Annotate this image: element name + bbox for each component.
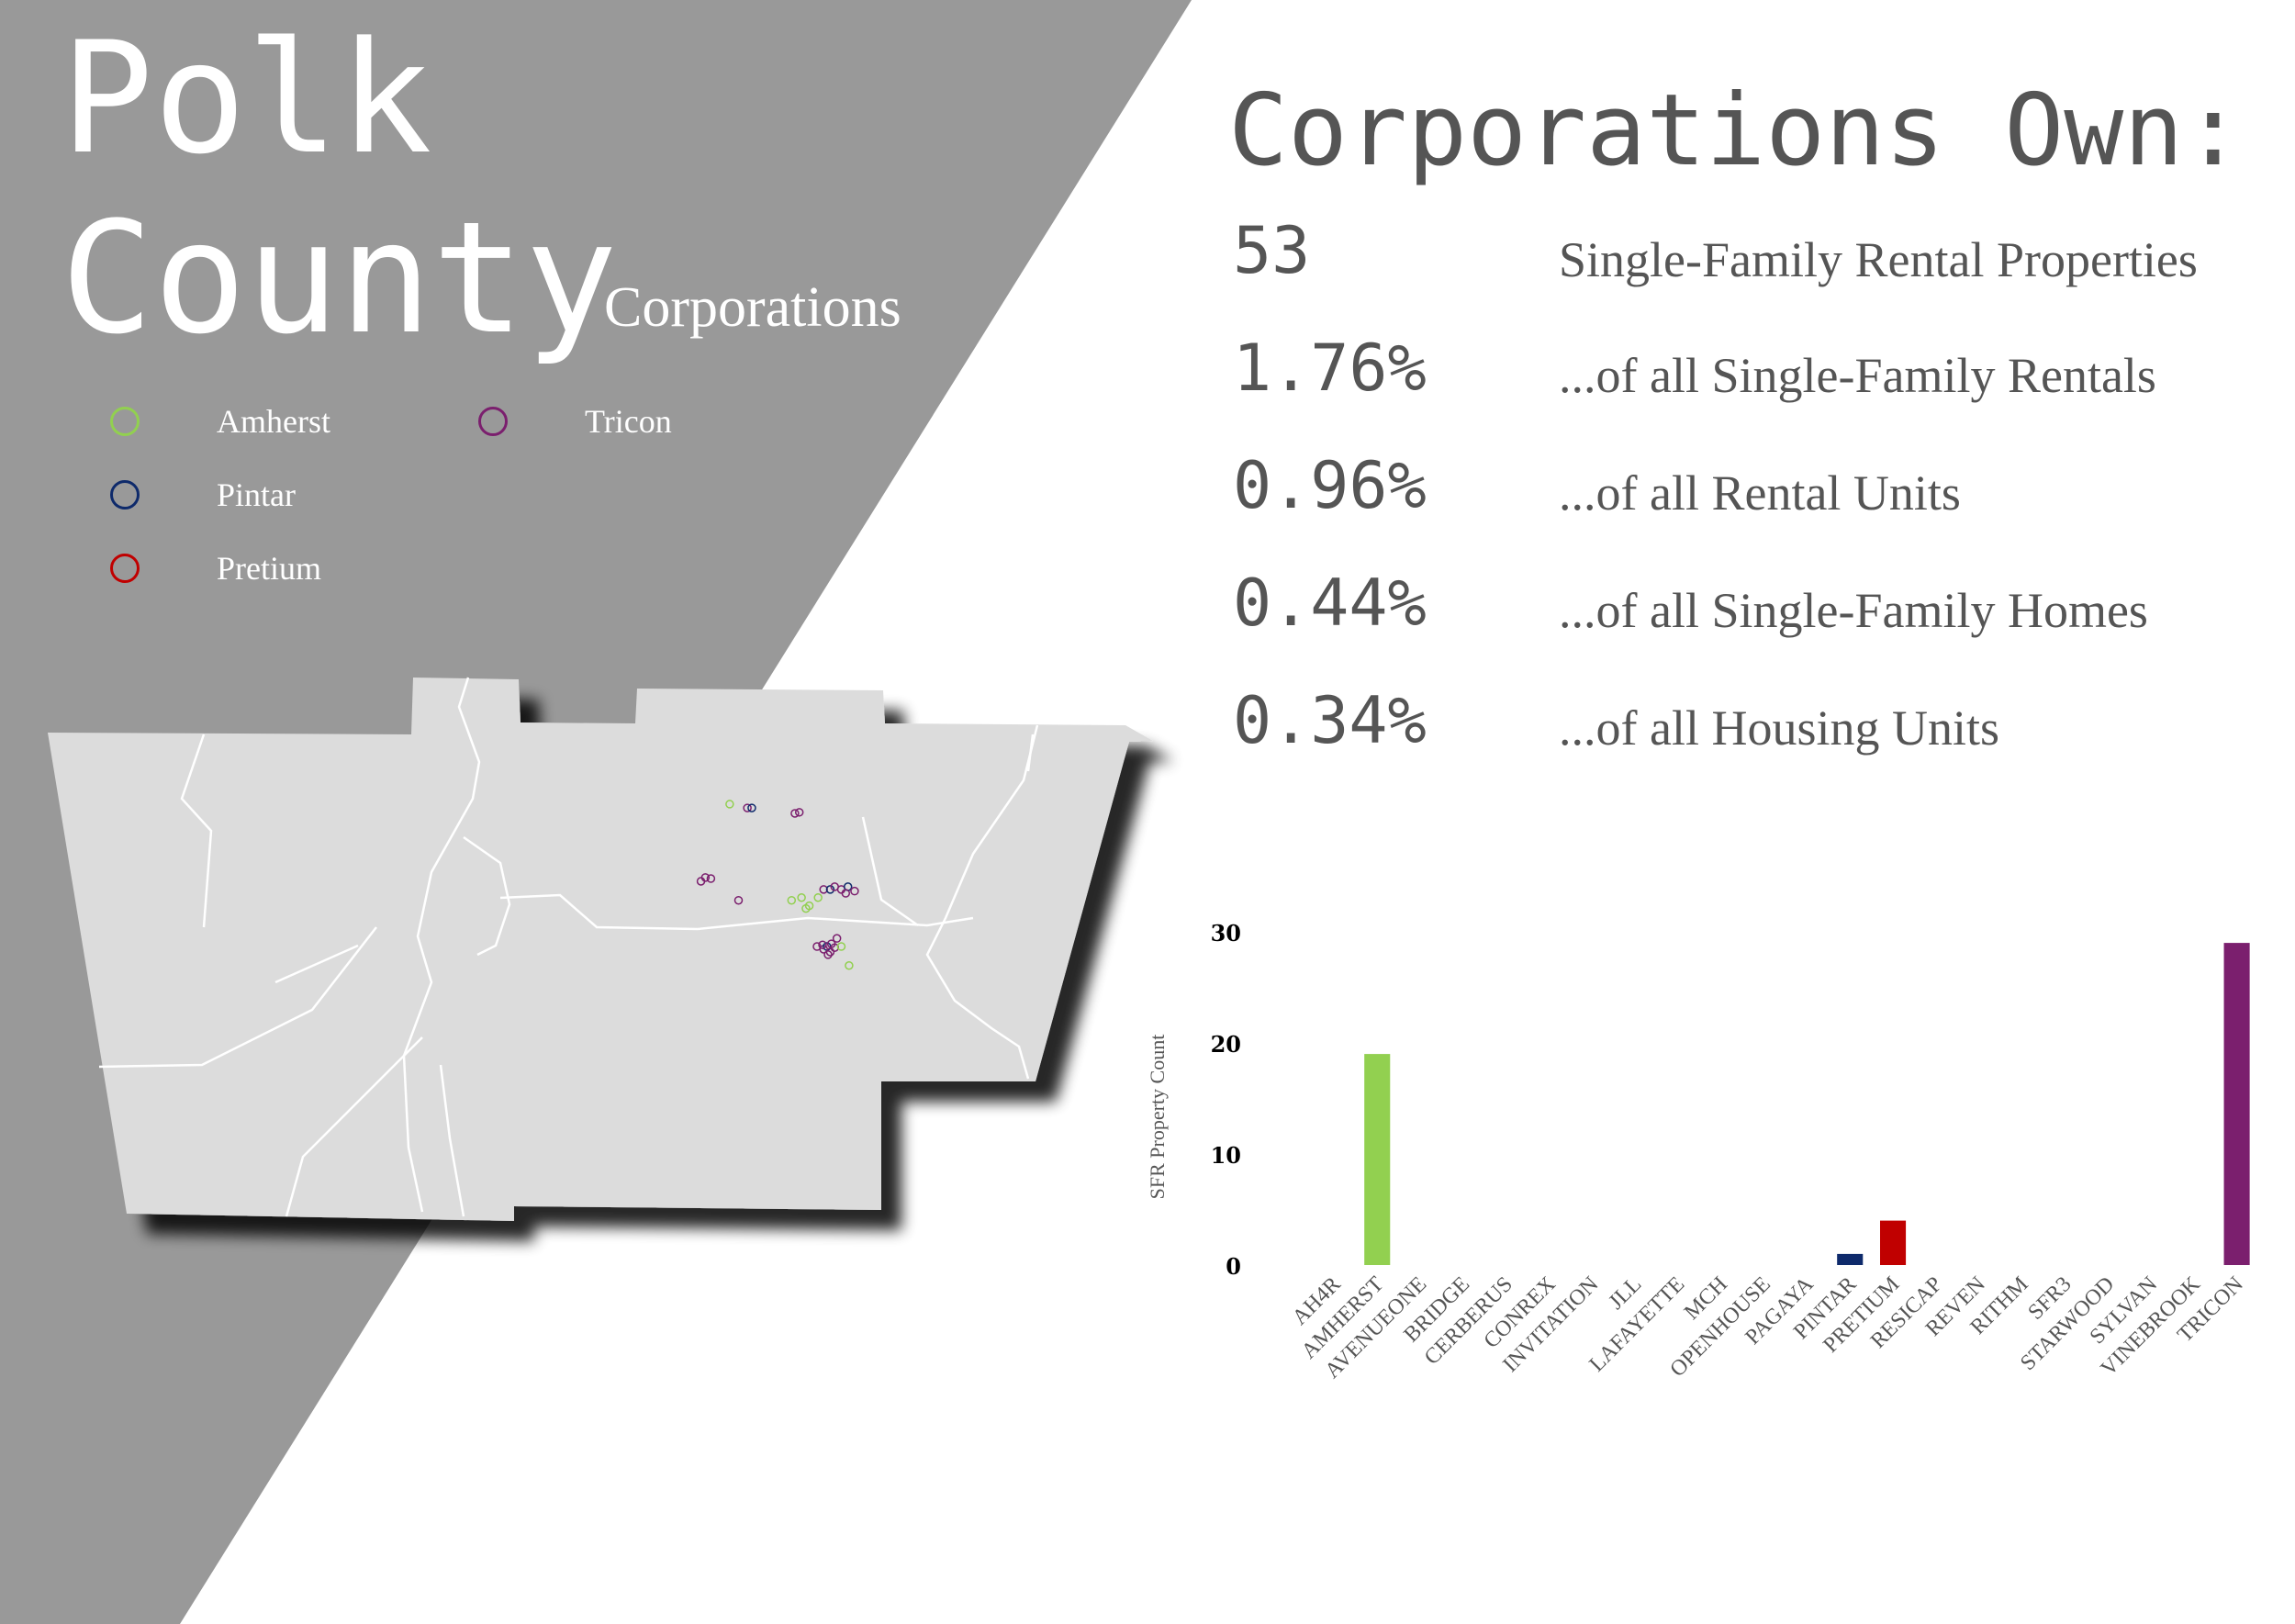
county-shape [48, 678, 1153, 1221]
page-title-line-1: Polk [61, 8, 432, 188]
map-point-tricon [706, 874, 716, 883]
map-point-amherst [797, 893, 806, 902]
stats-title: Corporations Own: [1228, 73, 2244, 188]
map-point-tricon [794, 808, 804, 817]
map-point-tricon [823, 950, 833, 959]
legend-item-pretium: Pretium [110, 549, 321, 588]
legend-item-tricon: Tricon [478, 402, 672, 441]
y-axis-label: SFR Property Count [1146, 1035, 1169, 1200]
y-axis-ticks: 0 10 20 30 [1211, 920, 1241, 1280]
legend-swatch-pretium [110, 554, 140, 583]
map-point-amherst [787, 895, 797, 905]
y-tick-label: 0 [1226, 1253, 1241, 1280]
map-point-amherst [813, 893, 823, 902]
map-point-tricon [832, 934, 842, 943]
y-tick-label: 30 [1211, 920, 1241, 946]
stat-label: ...of all Single-Family Homes [1559, 583, 2148, 638]
bar-pintar [1837, 1253, 1864, 1265]
stat-label: ...of all Housing Units [1559, 700, 1999, 756]
map-point-tricon [743, 803, 752, 812]
map-point-pintar [825, 885, 835, 894]
bar-tricon [2223, 943, 2250, 1265]
bar-amherst [1364, 1054, 1391, 1265]
map-point-tricon [841, 889, 851, 898]
property-points [696, 800, 859, 970]
legend-label: Pretium [217, 550, 321, 587]
map-point-pintar [747, 803, 756, 812]
stat-value: 1.76% [1233, 330, 1427, 406]
map-point-tricon [819, 885, 828, 894]
x-axis-ticks: AH4RAMHERSTAVENUEONEBRIDGECERBERUSCONREX… [1288, 1271, 2248, 1383]
legend-label: Amherst [217, 403, 330, 440]
y-tick-label: 20 [1211, 1031, 1241, 1058]
legend-swatch-amherst [110, 407, 140, 436]
map-point-amherst [836, 942, 846, 951]
page-title-line-2: County [61, 188, 618, 368]
map-point-amherst [801, 903, 811, 913]
stat-value: 0.44% [1233, 566, 1427, 641]
stat-value: 0.34% [1233, 683, 1427, 758]
map-point-amherst [725, 800, 734, 809]
map-point-tricon [818, 940, 827, 950]
bars [1364, 943, 2250, 1265]
page-subtitle: Corporations [604, 276, 901, 339]
stat-label: ...of all Rental Units [1559, 465, 1961, 521]
map-point-amherst [845, 961, 854, 970]
legend-item-pintar: Pintar [110, 476, 296, 514]
map-point-tricon [700, 873, 711, 882]
map-point-tricon [825, 947, 835, 957]
y-tick-label: 10 [1211, 1142, 1241, 1169]
stat-label: ...of all Single-Family Rentals [1559, 348, 2156, 403]
stat-value: 0.96% [1233, 448, 1427, 523]
legend-label: Pintar [217, 476, 296, 513]
legend-swatch-pintar [110, 480, 140, 510]
legend-swatch-tricon [478, 407, 508, 436]
legend-label: Tricon [585, 403, 672, 440]
stat-value: 53 [1233, 213, 1311, 288]
map-point-tricon [850, 886, 859, 896]
stat-label: Single-Family Rental Properties [1559, 232, 2198, 287]
map-point-tricon [733, 895, 744, 905]
bar-pretium [1880, 1220, 1907, 1265]
roads [98, 677, 1039, 1217]
legend-item-amherst: Amherst [110, 402, 330, 441]
map-point-tricon [790, 809, 800, 818]
